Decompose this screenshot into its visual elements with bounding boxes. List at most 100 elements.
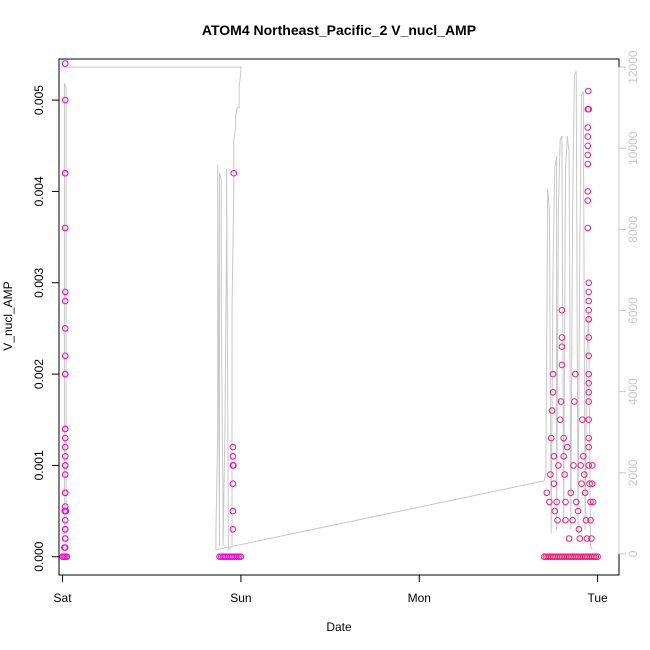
y2-tick-label: 6000 xyxy=(626,297,640,324)
data-point-1-81 xyxy=(584,197,592,204)
data-point-0-18 xyxy=(61,471,69,478)
data-point-1-65 xyxy=(576,535,584,542)
data-point-0-28 xyxy=(61,535,69,542)
y-tick-label: 0.005 xyxy=(32,85,46,115)
x-tick-label: Tue xyxy=(587,591,608,605)
data-point-1-41 xyxy=(553,498,560,506)
data-point-1-56 xyxy=(565,535,573,542)
data-point-1-36 xyxy=(549,389,557,396)
data-point-0-55 xyxy=(237,553,245,561)
data-point-1-84 xyxy=(585,105,593,113)
y2-tick-label: 0 xyxy=(626,550,640,557)
data-point-1-58 xyxy=(569,516,576,524)
data-point-1-67 xyxy=(578,480,585,488)
data-point-0-5 xyxy=(61,288,69,296)
y2-tick-label: 10000 xyxy=(626,131,640,165)
data-point-1-47 xyxy=(558,334,566,341)
data-point-0-6 xyxy=(61,297,69,305)
data-point-1-31 xyxy=(543,489,551,497)
data-point-0-35 xyxy=(230,169,238,177)
data-point-1-97 xyxy=(585,416,593,424)
data-point-1-55 xyxy=(564,443,571,451)
data-point-0-4 xyxy=(61,224,69,232)
data-point-1-94 xyxy=(585,379,593,387)
data-point-1-68 xyxy=(579,416,586,424)
data-point-1-32 xyxy=(546,498,553,506)
data-point-0-15 xyxy=(61,453,69,460)
data-point-0-30 xyxy=(61,544,69,551)
data-point-1-35 xyxy=(548,407,556,414)
data-point-1-37 xyxy=(549,370,557,378)
x-axis-label: Date xyxy=(326,620,352,634)
data-point-0-23 xyxy=(61,503,69,510)
data-point-1-39 xyxy=(550,480,558,488)
data-point-0-3 xyxy=(61,169,69,177)
data-point-1-95 xyxy=(585,389,593,396)
data-point-1-57 xyxy=(567,489,575,497)
x-tick-label: Sun xyxy=(230,591,251,605)
data-point-1-76 xyxy=(584,133,592,140)
data-point-1-49 xyxy=(558,361,566,369)
data-point-1-107 xyxy=(589,498,597,506)
data-point-1-80 xyxy=(584,188,592,195)
data-point-1-46 xyxy=(558,306,566,314)
x-axis: Sat Sun Mon Tue xyxy=(54,574,608,605)
data-point-1-73 xyxy=(583,535,591,542)
data-point-1-53 xyxy=(562,498,569,506)
data-point-1-82 xyxy=(584,224,592,232)
data-point-1-105 xyxy=(588,462,596,469)
data-point-1-29 xyxy=(592,553,600,561)
data-point-1-92 xyxy=(585,352,593,360)
data-point-1-66 xyxy=(577,462,585,469)
data-point-1-72 xyxy=(582,516,590,524)
data-point-1-78 xyxy=(584,151,592,159)
x-tick-label: Mon xyxy=(408,591,431,605)
data-point-1-91 xyxy=(585,334,593,341)
data-point-0-17 xyxy=(61,462,69,469)
data-point-1-86 xyxy=(585,288,593,296)
data-point-1-59 xyxy=(570,462,577,469)
data-point-1-38 xyxy=(550,453,558,460)
y-tick-label: 0.000 xyxy=(32,541,46,571)
y2-tick-label: 2000 xyxy=(626,459,640,486)
data-point-1-44 xyxy=(556,416,564,424)
data-point-1-63 xyxy=(574,507,582,515)
point-layer xyxy=(59,60,601,561)
data-point-1-48 xyxy=(558,343,566,351)
data-point-1-100 xyxy=(585,462,593,469)
data-point-1-106 xyxy=(588,480,596,488)
data-point-1-64 xyxy=(575,526,583,533)
y-axis: 0.000 0.001 0.002 0.003 0.004 0.005 xyxy=(32,85,60,572)
data-point-0-20 xyxy=(61,489,69,497)
data-point-1-90 xyxy=(585,316,593,323)
data-point-1-88 xyxy=(585,306,593,314)
data-point-0-42 xyxy=(229,526,237,533)
y-tick-label: 0.001 xyxy=(32,450,46,480)
data-point-1-85 xyxy=(585,279,593,287)
y2-axis: 0 2000 4000 6000 8000 10000 12000 xyxy=(618,50,640,557)
data-point-0-34 xyxy=(63,553,71,561)
data-point-0-0 xyxy=(61,60,69,67)
data-point-0-13 xyxy=(61,434,69,442)
data-point-0-1 xyxy=(61,96,69,104)
data-point-1-30 xyxy=(594,553,601,561)
series-line-2 xyxy=(62,66,593,552)
data-point-1-71 xyxy=(581,489,589,497)
data-point-1-69 xyxy=(580,453,587,460)
data-point-1-98 xyxy=(585,434,593,442)
data-point-1-102 xyxy=(587,498,594,506)
data-point-1-60 xyxy=(571,398,578,405)
data-point-0-41 xyxy=(229,507,237,515)
data-point-1-45 xyxy=(557,398,565,405)
data-point-1-101 xyxy=(586,480,593,488)
data-point-1-50 xyxy=(560,434,568,442)
y-tick-label: 0.002 xyxy=(32,359,46,389)
data-point-1-83 xyxy=(585,87,592,95)
data-point-1-40 xyxy=(551,507,559,515)
data-point-0-54 xyxy=(235,553,243,561)
data-point-1-54 xyxy=(562,516,569,524)
data-point-1-104 xyxy=(588,535,595,542)
data-point-1-62 xyxy=(572,498,580,506)
data-point-1-103 xyxy=(587,516,594,524)
data-point-0-24 xyxy=(61,516,69,524)
